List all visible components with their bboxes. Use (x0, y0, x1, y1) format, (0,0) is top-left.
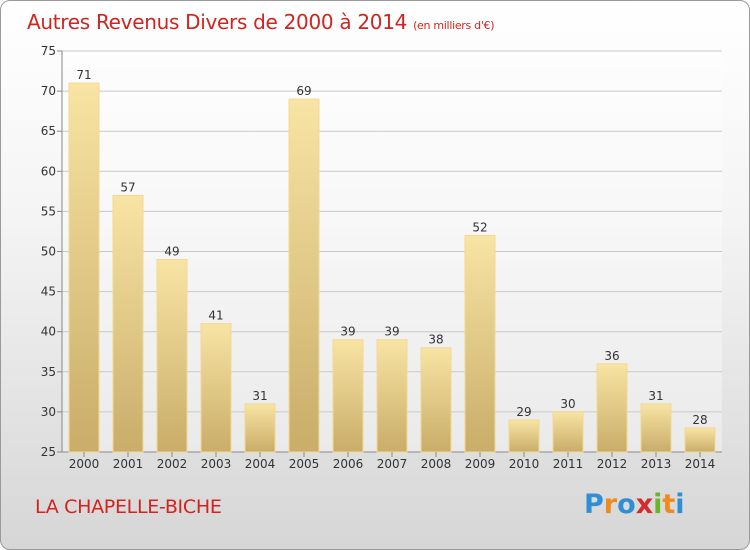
bar (156, 259, 188, 453)
y-tick-label: 35 (41, 365, 56, 379)
y-tick-label: 50 (41, 245, 56, 259)
commune-name: LA CHAPELLE-BICHE (35, 496, 222, 518)
y-tick-label: 65 (41, 124, 56, 138)
bar (112, 194, 144, 453)
bar-value-label: 57 (120, 180, 135, 194)
logo-letter: P (584, 489, 604, 520)
x-tick-label: 2014 (685, 457, 716, 471)
logo-letter: t (662, 489, 676, 520)
chart-unit: (en milliers d'€) (413, 19, 495, 32)
x-tick-label: 2001 (113, 457, 144, 471)
x-tick-label: 2002 (157, 457, 188, 471)
bar-value-label: 39 (340, 325, 355, 339)
bar-value-label: 31 (252, 389, 267, 403)
x-tick-label: 2011 (553, 457, 584, 471)
bar (596, 363, 628, 453)
logo-letter: o (617, 489, 636, 520)
x-tick-label: 2000 (69, 457, 100, 471)
bar (508, 419, 540, 453)
bar-value-label: 41 (208, 309, 223, 323)
bar-value-label: 52 (472, 220, 487, 234)
bar-value-label: 28 (692, 413, 707, 427)
x-tick-label: 2004 (245, 457, 276, 471)
logo-letter: i (675, 489, 685, 520)
bar (200, 323, 232, 453)
chart-title: Autres Revenus Divers de 2000 à 2014 (en … (27, 10, 495, 34)
bar (376, 339, 408, 453)
proxiti-logo: Proxiti (584, 489, 685, 520)
bar (288, 98, 320, 453)
x-tick-label: 2009 (465, 457, 496, 471)
bar-value-label: 31 (648, 389, 663, 403)
y-tick-label: 55 (41, 204, 56, 218)
x-tick-label: 2005 (289, 457, 320, 471)
x-tick-label: 2013 (641, 457, 672, 471)
bar (684, 427, 716, 453)
y-tick-label: 60 (41, 164, 56, 178)
x-tick-label: 2003 (201, 457, 232, 471)
y-tick-label: 45 (41, 285, 56, 299)
bar-value-label: 30 (560, 397, 575, 411)
y-tick-label: 75 (41, 44, 56, 58)
bar (552, 411, 584, 453)
y-tick-label: 70 (41, 84, 56, 98)
x-tick-label: 2010 (509, 457, 540, 471)
y-tick-label: 25 (41, 445, 56, 459)
x-tick-label: 2012 (597, 457, 628, 471)
bar-value-label: 38 (428, 333, 443, 347)
bar (244, 403, 276, 453)
bar (332, 339, 364, 453)
bar (420, 347, 452, 453)
logo-letter: i (653, 489, 663, 520)
logo-letter: x (635, 489, 654, 520)
y-tick-label: 40 (41, 325, 56, 339)
bar (464, 234, 496, 453)
bar-value-label: 39 (384, 325, 399, 339)
bar-value-label: 36 (604, 349, 619, 363)
bar-value-label: 49 (164, 245, 179, 259)
bar-value-label: 71 (76, 68, 91, 82)
bar-value-label: 29 (516, 405, 531, 419)
x-tick-label: 2007 (377, 457, 408, 471)
x-tick-label: 2006 (333, 457, 364, 471)
logo-letter: r (603, 489, 618, 520)
chart-title-text: Autres Revenus Divers de 2000 à 2014 (27, 10, 408, 34)
x-tick-label: 2008 (421, 457, 452, 471)
y-tick-label: 30 (41, 405, 56, 419)
bar (68, 82, 100, 453)
bar (640, 403, 672, 453)
bar-value-label: 69 (296, 84, 311, 98)
